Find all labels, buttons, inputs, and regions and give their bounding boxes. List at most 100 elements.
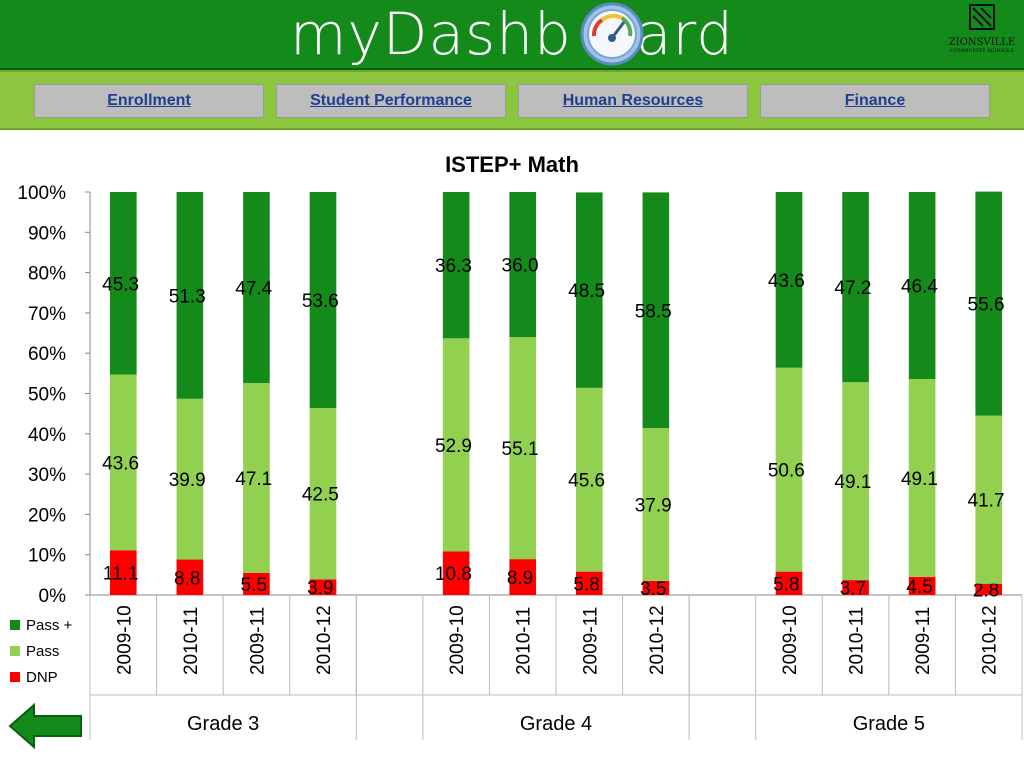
group-label: Grade 3	[187, 713, 259, 735]
bar-segment	[109, 550, 137, 595]
x-tick-label: 2009-10	[447, 605, 468, 675]
bar-segment	[975, 415, 1003, 584]
group-label: Grade 5	[853, 713, 925, 735]
bar-segment	[775, 192, 803, 368]
brand-suffix: ard	[635, 0, 734, 68]
logo-text: ZIONSVILLE	[948, 37, 1016, 48]
back-arrow-icon[interactable]	[8, 702, 84, 750]
legend-swatch	[10, 672, 20, 682]
bar-segment	[176, 192, 204, 399]
bar-segment	[775, 367, 803, 572]
data-label: 41.7	[968, 491, 1005, 512]
x-tick-label: 2009-11	[913, 607, 934, 675]
legend-label: Pass	[26, 643, 59, 660]
y-tick-label: 60%	[28, 344, 66, 365]
bar-segment	[176, 398, 204, 560]
data-label: 55.6	[968, 295, 1005, 316]
nav-finance[interactable]: Finance	[760, 84, 990, 118]
x-tick-label: 2009-11	[247, 607, 268, 675]
data-label: 36.0	[502, 256, 539, 277]
data-label: 43.6	[102, 453, 139, 474]
bar-segment	[442, 192, 470, 339]
header-bar: myDashb ard ZIONSVILLE COMMUNITY SCHOOLS	[0, 0, 1024, 70]
data-label: 47.4	[235, 279, 272, 300]
y-tick-label: 90%	[28, 223, 66, 244]
bar-segment	[243, 383, 270, 573]
bar-segment	[575, 192, 603, 388]
bar-segment	[975, 191, 1003, 416]
data-label: 53.6	[302, 291, 339, 312]
data-label: 5.8	[773, 574, 799, 595]
data-label: 11.1	[103, 564, 139, 585]
bar-segment	[908, 576, 936, 595]
nav-student-performance[interactable]: Student Performance	[276, 84, 506, 118]
data-label: 3.9	[307, 578, 333, 599]
data-label: 47.1	[235, 469, 272, 490]
data-label: 52.9	[435, 436, 472, 457]
data-label: 5.8	[573, 574, 599, 595]
nav-enrollment[interactable]: Enrollment	[34, 84, 264, 118]
bar-segment	[442, 551, 470, 595]
bar-segment	[775, 571, 803, 595]
speedometer-icon	[580, 2, 644, 66]
x-tick-label: 2009-10	[114, 605, 135, 675]
data-label: 36.3	[435, 256, 472, 277]
data-label: 46.4	[901, 276, 938, 297]
y-tick-label: 80%	[28, 264, 66, 285]
x-tick-label: 2010-12	[314, 605, 335, 675]
bar-segment	[975, 583, 1003, 595]
legend-label: DNP	[26, 669, 58, 686]
y-tick-label: 100%	[17, 183, 66, 204]
bar-segment	[642, 428, 670, 581]
bar-segment	[842, 192, 869, 383]
district-logo: ZIONSVILLE COMMUNITY SCHOOLS	[948, 4, 1016, 64]
bar-segment	[842, 382, 869, 581]
data-label: 39.9	[169, 470, 206, 491]
nav-human-resources[interactable]: Human Resources	[518, 84, 748, 118]
plot-area: 0% 10% 20% 30% 40% 50% 60% 70% 80% 90% 100% 11.1 43.…	[10, 183, 1023, 740]
legend-swatch	[10, 646, 20, 656]
y-tick-label: 0%	[39, 586, 67, 607]
y-tick-label: 70%	[28, 304, 66, 325]
legend-swatch	[10, 620, 20, 630]
istep-math-chart: ISTEP+ Math 0% 10% 20% 30% 40% 50% 60% 70% 80% 90…	[10, 152, 1023, 740]
data-label: 55.1	[502, 439, 539, 460]
group-label: Grade 4	[520, 713, 592, 735]
data-label: 51.3	[169, 286, 206, 307]
bar-segment	[442, 338, 470, 552]
bar-segment	[309, 408, 337, 580]
bar-segment	[575, 571, 603, 595]
x-tick-label: 2010-12	[980, 605, 1001, 675]
bar-segment	[642, 192, 670, 429]
data-label: 8.9	[507, 568, 533, 589]
data-label: 58.5	[635, 301, 672, 322]
y-tick-label: 10%	[28, 546, 66, 567]
data-label: 8.8	[174, 568, 200, 589]
y-tick-label: 40%	[28, 425, 66, 446]
nav-bar: Enrollment Student Performance Human Res…	[0, 70, 1024, 130]
data-label: 50.6	[768, 461, 805, 482]
bar-segment	[908, 378, 936, 577]
x-tick-label: 2010-11	[514, 607, 535, 675]
bar-segment	[109, 374, 137, 551]
bar-segment	[243, 572, 270, 595]
y-tick-label: 20%	[28, 505, 66, 526]
data-label: 4.5	[906, 577, 932, 598]
data-label: 3.5	[640, 579, 666, 600]
data-label: 49.1	[901, 469, 938, 490]
logo-subtext: COMMUNITY SCHOOLS	[950, 48, 1014, 54]
data-label: 5.5	[241, 575, 267, 596]
x-tick-label: 2010-12	[647, 605, 668, 675]
bar-segment	[176, 559, 204, 595]
data-label: 10.8	[435, 564, 472, 585]
bar-segment	[243, 192, 270, 384]
data-label: 42.5	[302, 485, 339, 506]
data-label: 49.1	[834, 472, 871, 493]
bar-segment	[908, 192, 936, 379]
bar-segment	[509, 559, 537, 595]
data-label: 3.7	[840, 579, 866, 600]
bar-segment	[109, 192, 137, 375]
bar-segment	[509, 337, 537, 560]
x-tick-label: 2010-11	[847, 607, 868, 675]
x-tick-label: 2010-11	[181, 607, 202, 675]
